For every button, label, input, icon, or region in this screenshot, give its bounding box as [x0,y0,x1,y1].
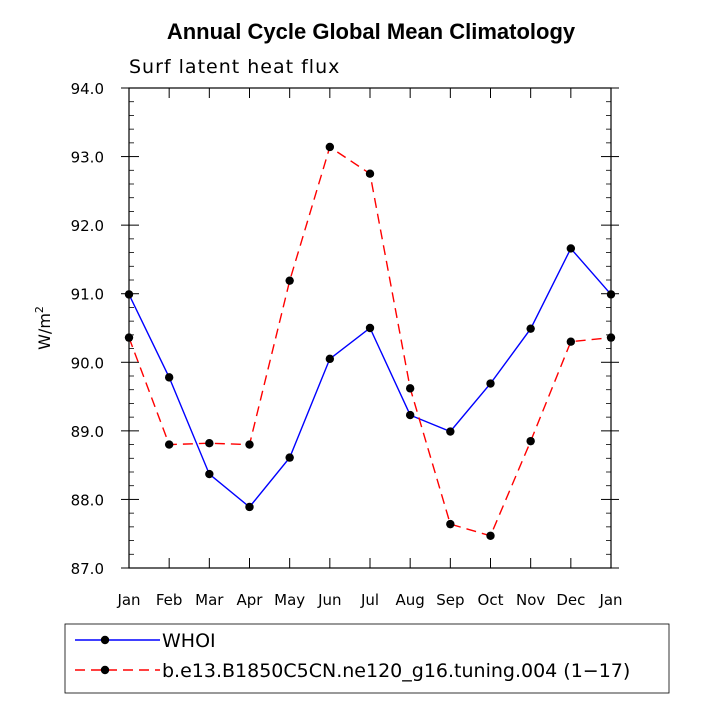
series-2-point [446,519,455,529]
series-2-point [325,142,335,152]
axis-ticks [121,87,619,569]
series-2-point [164,440,174,449]
series-1-point [365,323,375,333]
x-tick-label: Sep [436,591,464,609]
series-2-point [124,333,134,342]
series-1-point [486,379,495,388]
chart-subtitle: Surf latent heat flux [129,56,340,78]
series-1-point [325,354,335,364]
series-1-point [124,290,134,299]
legend-marker-1 [100,635,110,645]
x-tick-label: Mar [195,591,224,609]
x-tick-label: Jul [360,591,379,609]
series-1-point [164,373,174,382]
series-1-point [526,324,535,333]
y-tick-label: 91.0 [71,286,104,304]
series-2-point [566,337,576,346]
series-1-point [245,502,254,512]
chart-title: Annual Cycle Global Mean Climatology [167,19,576,44]
series-1-point [606,290,616,299]
y-tick-label: 90.0 [71,354,104,372]
x-tick-label: Jun [317,591,341,609]
y-axis-label: W/m [35,313,54,350]
series-1-point [446,427,455,436]
x-tick-label: May [274,591,305,609]
y-tick-label: 88.0 [71,491,104,509]
y-axis-title: W/m2 [33,306,54,350]
legend-label-1: WHOI [162,630,216,652]
legend: WHOI b.e13.B1850C5CN.ne120_g16.tuning.004… [64,623,670,694]
y-axis-label-superscript: 2 [33,306,46,313]
series-2-point [205,439,214,448]
legend-label-2: b.e13.B1850C5CN.ne120_g16.tuning.004 (1−… [162,660,630,682]
x-tick-label: Apr [237,591,264,609]
series-2-point [526,436,535,446]
legend-marker-2 [100,665,110,675]
series-layer [124,142,616,540]
x-tick-label: Nov [516,591,545,609]
series-2-point [245,440,254,449]
x-tick-label: Aug [396,591,425,609]
series-2-point [285,276,294,285]
y-tick-label: 93.0 [71,149,104,167]
series-2-point [365,169,375,178]
x-tick-label: Dec [556,591,585,609]
series-2-point [405,384,415,393]
y-tick-label: 87.0 [71,560,104,578]
x-tick-label: Jan [116,591,140,609]
series-1-point [405,410,415,420]
y-tick-label: 92.0 [71,217,104,235]
series-2-point [486,531,495,540]
series-line-1 [128,247,612,508]
series-1-point [205,469,214,479]
legend-box [64,623,670,694]
x-tick-labels: Jan Feb Mar Apr May Jun Jul Aug Sep Oct Nov Dec Jan [116,591,622,609]
y-tick-labels: 87.0 88.0 89.0 90.0 91.0 92.0 93.0 94.0 [71,80,104,578]
series-1-point [285,453,294,462]
series-1-point [566,244,576,253]
x-tick-label: Feb [156,591,183,609]
y-tick-label: 89.0 [71,423,104,441]
svg-text:W/m2: W/m2 [33,306,54,350]
y-tick-label: 94.0 [71,80,104,98]
series-2-point [606,333,616,342]
series-line-2 [128,145,612,537]
x-tick-label: Oct [478,591,504,609]
x-tick-label: Jan [598,591,622,609]
